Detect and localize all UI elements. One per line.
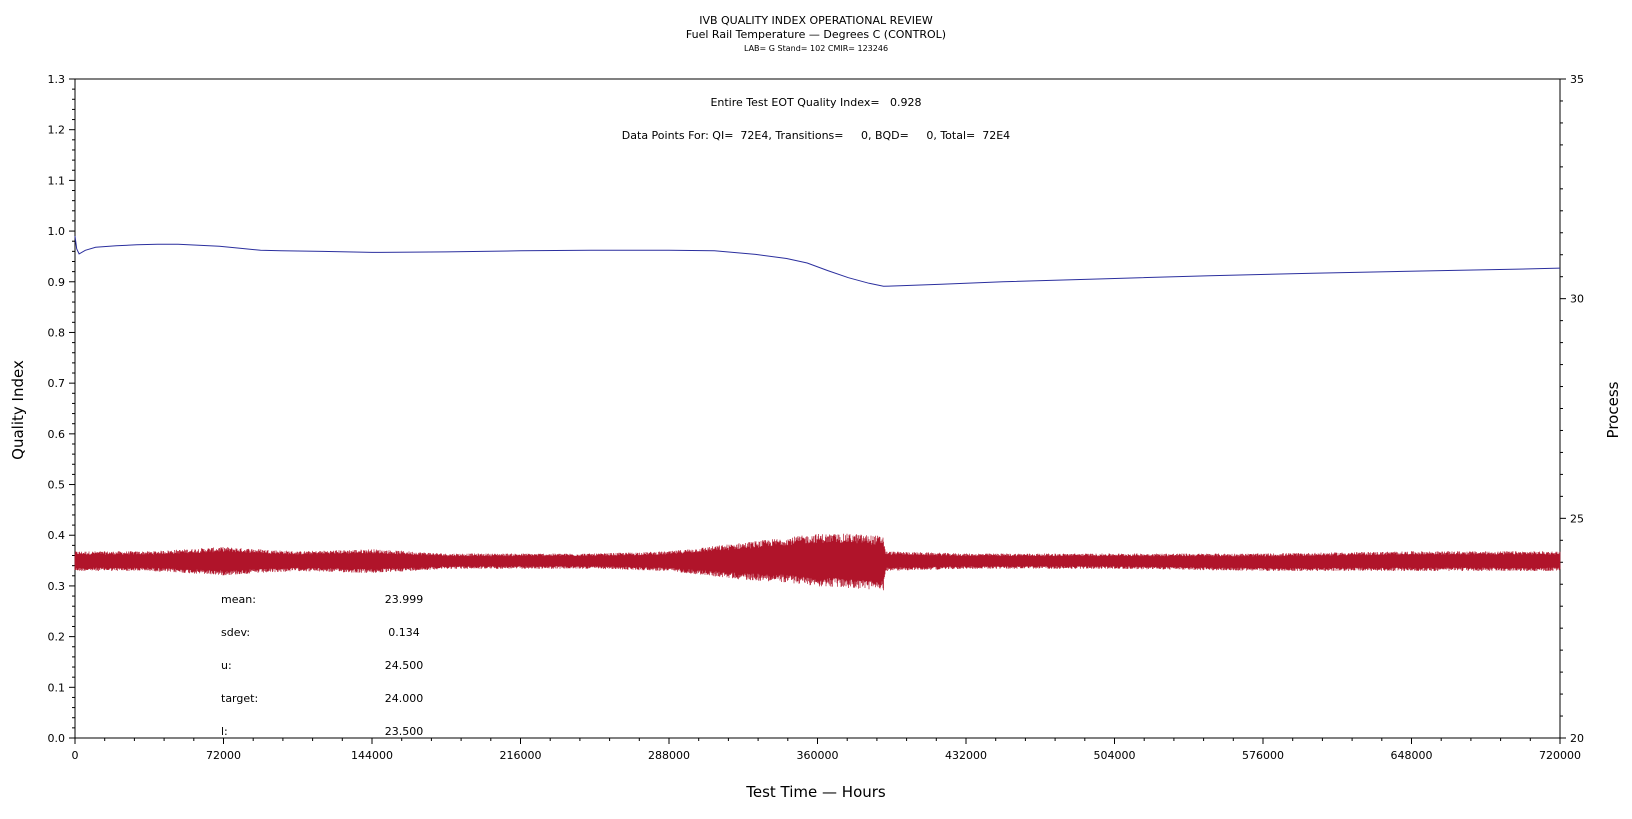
y-axis-left-label: Quality Index: [9, 360, 27, 460]
y-axis-right: 20 25 30 35: [1560, 73, 1584, 745]
quality-index-annotation: Entire Test EOT Quality Index= 0.928: [710, 96, 921, 109]
y-left-tick-label: 0.5: [48, 479, 66, 492]
x-tick-label: 0: [72, 749, 79, 762]
x-axis: 0 72000 144000 216000 288000 360000 432000 5040…: [72, 738, 1581, 762]
y-right-tick-label: 35: [1570, 73, 1584, 86]
x-tick-label: 144000: [351, 749, 393, 762]
x-tick-label: 288000: [648, 749, 690, 762]
stat-label: mean:: [221, 593, 256, 606]
data-points-annotation: Data Points For: QI= 72E4, Transitions= …: [622, 129, 1010, 142]
process-series: [74, 533, 1561, 591]
y-left-tick-label: 0.6: [48, 428, 66, 441]
y-left-tick-label: 0.7: [48, 377, 66, 390]
stat-label: u:: [221, 659, 232, 672]
y-right-tick-label: 25: [1570, 512, 1584, 525]
stat-label: sdev:: [221, 626, 250, 639]
stat-value: 0.134: [388, 626, 420, 639]
y-left-tick-label: 0.9: [48, 276, 66, 289]
x-tick-label: 216000: [500, 749, 542, 762]
x-tick-label: 360000: [797, 749, 839, 762]
x-tick-label: 576000: [1242, 749, 1284, 762]
series-layer: [74, 236, 1561, 591]
y-left-tick-label: 0.2: [48, 631, 66, 644]
y-right-tick-label: 30: [1570, 293, 1584, 306]
y-left-tick-label: 0.1: [48, 681, 66, 694]
y-left-tick-label: 0.3: [48, 580, 66, 593]
plot-border: [74, 78, 1561, 739]
chart-subtitle: Fuel Rail Temperature — Degrees C (CONTR…: [686, 28, 946, 41]
x-tick-label: 72000: [206, 749, 241, 762]
y-left-tick-label: 1.3: [48, 73, 66, 86]
y-left-tick-label: 0.4: [48, 529, 66, 542]
x-axis-label: Test Time — Hours: [745, 783, 886, 801]
y-left-tick-label: 0.0: [48, 732, 66, 745]
y-right-tick-label: 20: [1570, 732, 1584, 745]
y-axis-right-label: Process: [1604, 381, 1622, 438]
y-left-tick-label: 1.2: [48, 124, 66, 137]
stat-label: l:: [221, 725, 228, 738]
stat-value: 23.500: [385, 725, 424, 738]
plot-frame: [74, 78, 1561, 739]
chart-meta: LAB= G Stand= 102 CMIR= 123246: [744, 44, 888, 53]
stat-label: target:: [221, 692, 258, 705]
quality-index-series: [74, 236, 1561, 287]
x-tick-label: 720000: [1539, 749, 1581, 762]
stat-value: 23.999: [385, 593, 424, 606]
stat-value: 24.500: [385, 659, 424, 672]
stats-block: mean: 23.999 sdev: 0.134 u: 24.500 target: 24.0…: [221, 593, 423, 738]
x-tick-label: 504000: [1094, 749, 1136, 762]
y-left-tick-label: 0.8: [48, 326, 66, 339]
y-left-tick-label: 1.0: [48, 225, 66, 238]
y-left-tick-label: 1.1: [48, 174, 66, 187]
stat-value: 24.000: [385, 692, 424, 705]
x-tick-label: 432000: [945, 749, 987, 762]
y-axis-left: 0.0 0.1 0.2 0.3 0.4 0.5 0.6 0.7 0.8 0.9 1.0 1.1 1.2 1…: [48, 73, 75, 745]
chart-title: IVB QUALITY INDEX OPERATIONAL REVIEW: [699, 14, 933, 27]
x-tick-label: 648000: [1391, 749, 1433, 762]
